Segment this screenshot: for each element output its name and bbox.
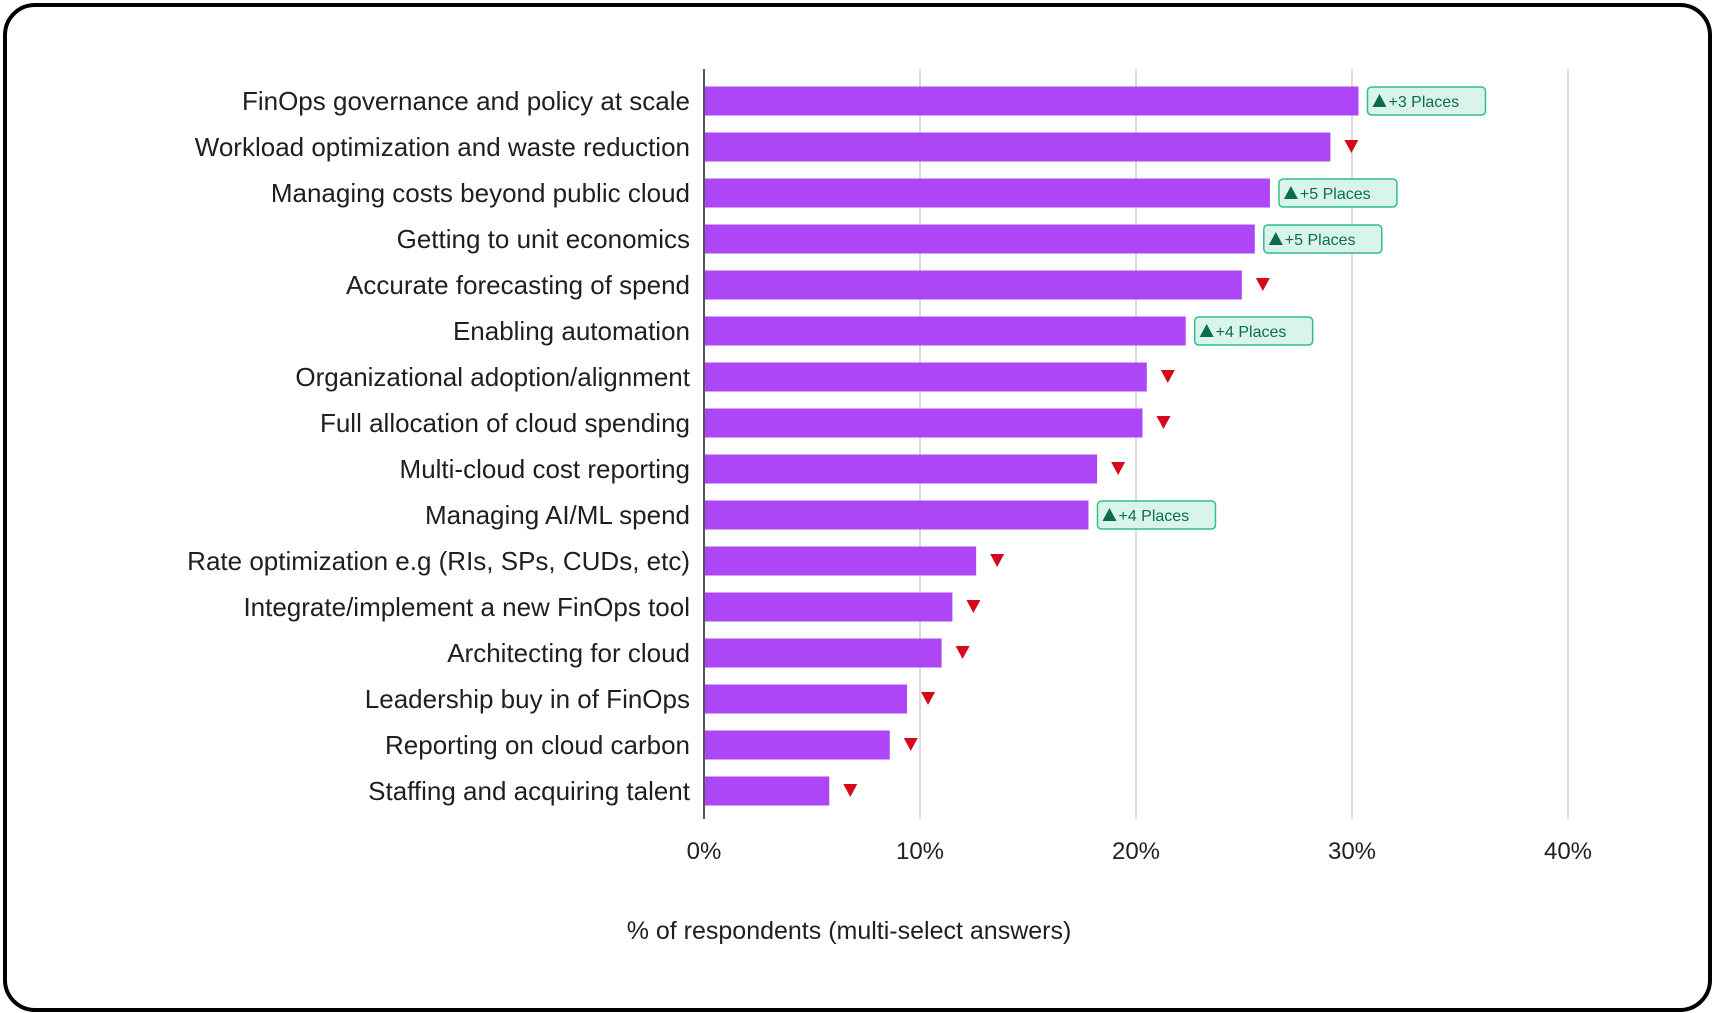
triangle-up-icon [1199, 324, 1214, 337]
badge-box [1263, 224, 1383, 254]
bar [705, 546, 977, 576]
triangle-up-icon [1102, 508, 1117, 521]
rank-change-label: +4 Places [1216, 324, 1287, 341]
triangle-down-icon [1344, 140, 1359, 153]
bar [705, 500, 1089, 530]
triangle-down-icon [966, 600, 981, 613]
rank-change-label: +4 Places [1118, 508, 1189, 525]
badge-box [1193, 316, 1314, 346]
rank-change-label: +5 Places [1285, 232, 1356, 249]
rank-up-badge: +4 Places [1096, 500, 1217, 530]
category-label: Multi-cloud cost reporting [400, 454, 690, 484]
triangle-down-icon [1156, 416, 1171, 429]
rank-up-badge: +5 Places [1263, 224, 1383, 254]
category-label: Managing costs beyond public cloud [271, 178, 690, 208]
category-label: Leadership buy in of FinOps [365, 684, 690, 714]
category-label: Accurate forecasting of spend [346, 270, 690, 300]
badge-box [1366, 86, 1487, 116]
bar [705, 132, 1331, 162]
triangle-down-icon [1111, 462, 1126, 475]
category-label: Getting to unit economics [397, 224, 690, 254]
category-label: Rate optimization e.g (RIs, SPs, CUDs, e… [187, 546, 690, 576]
triangle-down-icon [1255, 278, 1270, 291]
x-tick-label: 30% [1328, 838, 1376, 865]
category-label: Managing AI/ML spend [425, 500, 690, 530]
rank-change-label: +5 Places [1300, 186, 1371, 203]
bar [705, 638, 942, 668]
bar [705, 592, 953, 622]
category-label: Staffing and acquiring talent [368, 776, 691, 806]
x-tick-label: 20% [1112, 838, 1160, 865]
bar [705, 362, 1147, 392]
triangle-up-icon [1268, 232, 1283, 245]
bar [705, 178, 1270, 208]
rank-up-badge: +3 Places [1366, 86, 1487, 116]
badge-box [1096, 500, 1217, 530]
chart-frame: FinOps governance and policy at scale Wor… [3, 3, 1712, 1012]
x-axis-title: % of respondents (multi-select answers) [627, 917, 1072, 945]
triangle-down-icon [955, 646, 970, 659]
bar [705, 224, 1255, 254]
rank-change-markers: +3 Places +5 Places +5 Places +4 Places +4 P… [843, 86, 1487, 797]
x-tick-label: 40% [1544, 838, 1592, 865]
x-tick-label: 0% [687, 838, 722, 865]
bar [705, 684, 908, 714]
bar-chart: FinOps governance and policy at scale Wor… [187, 69, 1592, 945]
x-tick-label: 10% [896, 838, 944, 865]
category-label: FinOps governance and policy at scale [242, 86, 690, 116]
triangle-down-icon [903, 738, 918, 751]
category-labels: FinOps governance and policy at scale Wor… [187, 86, 691, 806]
category-label: Full allocation of cloud spending [320, 408, 690, 438]
rank-up-badge: +4 Places [1193, 316, 1314, 346]
triangle-down-icon [1160, 370, 1175, 383]
triangle-down-icon [843, 784, 858, 797]
bars [705, 86, 1359, 806]
bar [705, 776, 830, 806]
bar [705, 316, 1186, 346]
rank-change-label: +3 Places [1388, 94, 1459, 111]
triangle-up-icon [1283, 186, 1298, 199]
category-label: Architecting for cloud [447, 638, 690, 668]
rank-up-badge: +5 Places [1278, 178, 1398, 208]
triangle-up-icon [1372, 94, 1387, 107]
category-label: Reporting on cloud carbon [385, 730, 690, 760]
bar [705, 454, 1098, 484]
bar [705, 408, 1143, 438]
x-tick-labels: 0% 10% 20% 30% 40% [687, 838, 1592, 865]
category-label: Enabling automation [453, 316, 690, 346]
bar [705, 86, 1359, 116]
triangle-down-icon [990, 554, 1005, 567]
bar [705, 730, 890, 760]
bar [705, 270, 1242, 300]
category-label: Organizational adoption/alignment [295, 362, 690, 392]
badge-box [1278, 178, 1398, 208]
category-label: Workload optimization and waste reductio… [195, 132, 690, 162]
category-label: Integrate/implement a new FinOps tool [243, 592, 690, 622]
triangle-down-icon [921, 692, 936, 705]
